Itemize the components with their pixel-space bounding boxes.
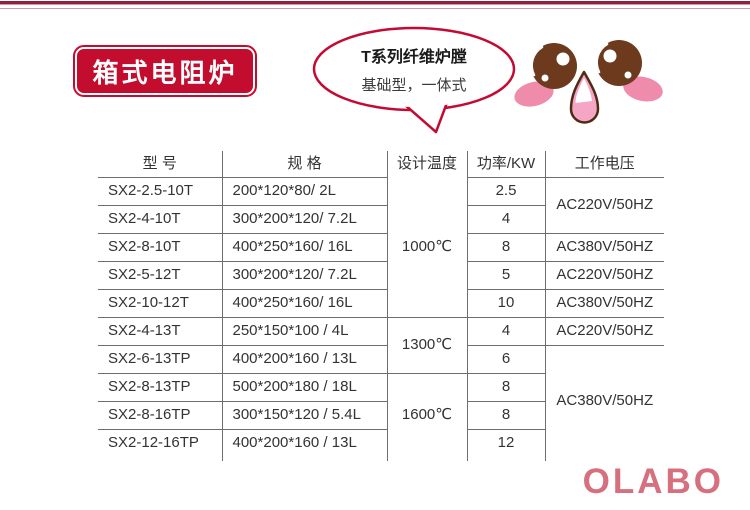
power-cell: 12 <box>467 429 546 457</box>
table-row: SX2-4-10T 300*200*120/ 7.2L 4 <box>98 205 664 234</box>
speech-bubble-icon: T系列纤维炉膛 基础型，一体式 <box>312 26 516 134</box>
spec-cell: 400*250*160/ 16L <box>222 233 388 262</box>
spec-cell: 300*200*120/ 7.2L <box>222 261 388 290</box>
title-badge-label: 箱式电阻炉 <box>92 57 238 88</box>
brand-logo: OLABO <box>582 462 724 501</box>
temp-cell: 1300℃ <box>387 317 468 374</box>
mascot-face <box>505 28 677 134</box>
spec-cell: 200*120*80/ 2L <box>222 177 388 206</box>
title-badge: 箱式电阻炉 <box>73 45 257 97</box>
power-cell: 8 <box>467 373 546 402</box>
table-row: SX2-10-12T 400*250*160/ 16L 10 AC380V/50HZ <box>98 289 664 318</box>
table-row: SX2-5-12T 300*200*120/ 7.2L 5 AC220V/50HZ <box>98 261 664 290</box>
power-cell: 2.5 <box>467 177 546 206</box>
spec-cell: 500*200*180 / 18L <box>222 373 388 402</box>
power-cell: 8 <box>467 233 546 262</box>
table-row: SX2-8-10T 400*250*160/ 16L 8 AC380V/50HZ <box>98 233 664 262</box>
model-cell: SX2-8-16TP <box>98 401 223 430</box>
spec-table: 型 号规 格设计温度 功率/KW 工作电压 SX2-2.5-10T 200*120*8… <box>98 151 664 461</box>
model-cell: SX2-6-13TP <box>98 345 223 374</box>
spec-cell: 300*150*120 / 5.4L <box>222 401 388 430</box>
voltage-cell: AC380V/50HZ <box>545 233 664 262</box>
table-row: SX2-8-13TP 500*200*180 / 18L 1600℃ 8 <box>98 373 664 457</box>
col-header-4: 工作电压 <box>545 151 664 178</box>
model-cell: SX2-12-16TP <box>98 429 223 457</box>
voltage-cell: AC380V/50HZ <box>545 289 664 318</box>
model-cell: SX2-5-12T <box>98 261 223 290</box>
col-header-1: 规 格 <box>222 151 388 178</box>
bubble-line2: 基础型，一体式 <box>361 77 466 94</box>
spec-table-section: 型 号规 格设计温度 功率/KW 工作电压 SX2-2.5-10T 200*120*8… <box>98 151 664 461</box>
spec-cell: 250*150*100 / 4L <box>222 317 388 346</box>
table-stub-row <box>98 457 664 461</box>
voltage-cell: AC380V/50HZ <box>556 392 654 409</box>
kawaii-face-icon <box>514 40 663 124</box>
voltage-cell: AC220V/50HZ <box>545 317 664 346</box>
model-cell: SX2-10-12T <box>98 289 223 318</box>
temp-cell: 1000℃ <box>387 177 468 318</box>
speech-bubble: T系列纤维炉膛 基础型，一体式 <box>308 24 522 136</box>
spec-cell: 300*200*120/ 7.2L <box>222 205 388 234</box>
table-row: SX2-4-13T 250*150*100 / 4L 1300℃ 4 AC220V/50… <box>98 317 664 374</box>
model-cell: SX2-2.5-10T <box>98 177 223 206</box>
bubble-line1: T系列纤维炉膛 <box>361 47 467 66</box>
model-cell: SX2-8-10T <box>98 233 223 262</box>
model-cell: SX2-4-13T <box>98 317 223 346</box>
spec-cell: 400*250*160/ 16L <box>222 289 388 318</box>
spec-cell: 400*200*160 / 13L <box>222 429 388 457</box>
power-cell: 4 <box>467 317 546 346</box>
table-row: SX2-2.5-10T 200*120*80/ 2L 1000℃ 2.5 AC220V/… <box>98 177 664 318</box>
col-header-0: 型 号 <box>98 151 223 178</box>
table-row: SX2-8-16TP 300*150*120 / 5.4L 8 <box>98 401 664 430</box>
col-header-2: 设计温度 <box>387 151 468 177</box>
power-cell: 10 <box>467 289 546 318</box>
voltage-cell: AC220V/50HZ <box>545 177 664 234</box>
power-cell: 6 <box>467 345 546 374</box>
power-cell: 5 <box>467 261 546 290</box>
col-header-3: 功率/KW <box>467 151 546 178</box>
top-border-band <box>0 0 750 9</box>
power-cell: 8 <box>467 401 546 430</box>
model-cell: SX2-4-10T <box>98 205 223 234</box>
table-header-row: 型 号规 格设计温度 功率/KW 工作电压 <box>98 151 664 178</box>
table-row: SX2-6-13TP 400*200*160 / 13L 6 AC380V/50HZ <box>98 345 664 409</box>
voltage-cell: AC220V/50HZ <box>545 261 664 290</box>
temp-cell: 1600℃ <box>387 373 468 457</box>
power-cell: 4 <box>467 205 546 234</box>
spec-cell: 400*200*160 / 13L <box>222 345 388 374</box>
table-row: SX2-12-16TP 400*200*160 / 13L 12 <box>98 429 664 457</box>
model-cell: SX2-8-13TP <box>98 373 223 402</box>
